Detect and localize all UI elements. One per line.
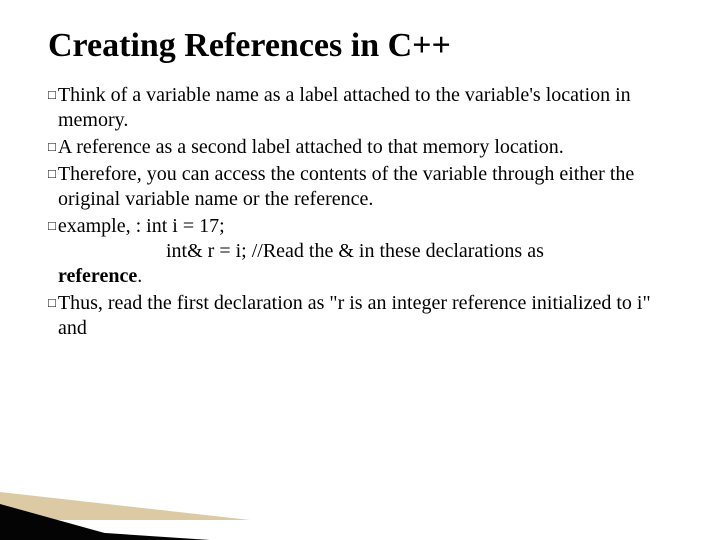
square-bullet-icon: □	[48, 295, 56, 310]
bullet-5-lead: Thus,	[58, 292, 103, 314]
square-bullet-icon: □	[48, 139, 56, 154]
bullet-2-lead: A	[58, 136, 71, 158]
bullet-4: □example, : int i = 17; int& r = i; //Re…	[48, 214, 672, 289]
bullet-1-lead: Think	[58, 84, 106, 106]
slide-title: Creating References in C++	[48, 26, 672, 65]
body-text: □Think of a variable name as a label att…	[48, 83, 672, 341]
bullet-1: □Think of a variable name as a label att…	[48, 83, 672, 133]
bullet-4-line2: int& r = i; //Read the & in these declar…	[166, 240, 544, 262]
slide: Creating References in C++ □Think of a v…	[0, 0, 720, 540]
bullet-2-rest: reference as a second label attached to …	[71, 136, 564, 158]
bullet-5: □Thus, read the first declaration as "r …	[48, 291, 672, 341]
bullet-3: □Therefore, you can access the contents …	[48, 162, 672, 212]
bullet-1-rest: of a variable name as a label attached t…	[58, 84, 631, 131]
bullet-4-line2-wrap: int& r = i; //Read the & in these declar…	[58, 239, 672, 264]
square-bullet-icon: □	[48, 218, 56, 233]
bullet-4-rest-a: : int i = 17;	[131, 215, 225, 237]
square-bullet-icon: □	[48, 87, 56, 102]
bullet-3-lead: Therefore,	[58, 163, 142, 185]
bullet-2: □A reference as a second label attached …	[48, 135, 672, 160]
bullet-4-reference-tail: .	[137, 265, 142, 287]
bullet-4-reference-bold: reference	[58, 265, 137, 287]
square-bullet-icon: □	[48, 166, 56, 181]
bullet-4-lead: example,	[58, 215, 131, 237]
corner-accent-dark-icon	[0, 504, 130, 540]
bullet-5-rest: read the first declaration as "r is an i…	[58, 292, 651, 339]
bullet-3-rest: you can access the contents of the varia…	[58, 163, 634, 210]
